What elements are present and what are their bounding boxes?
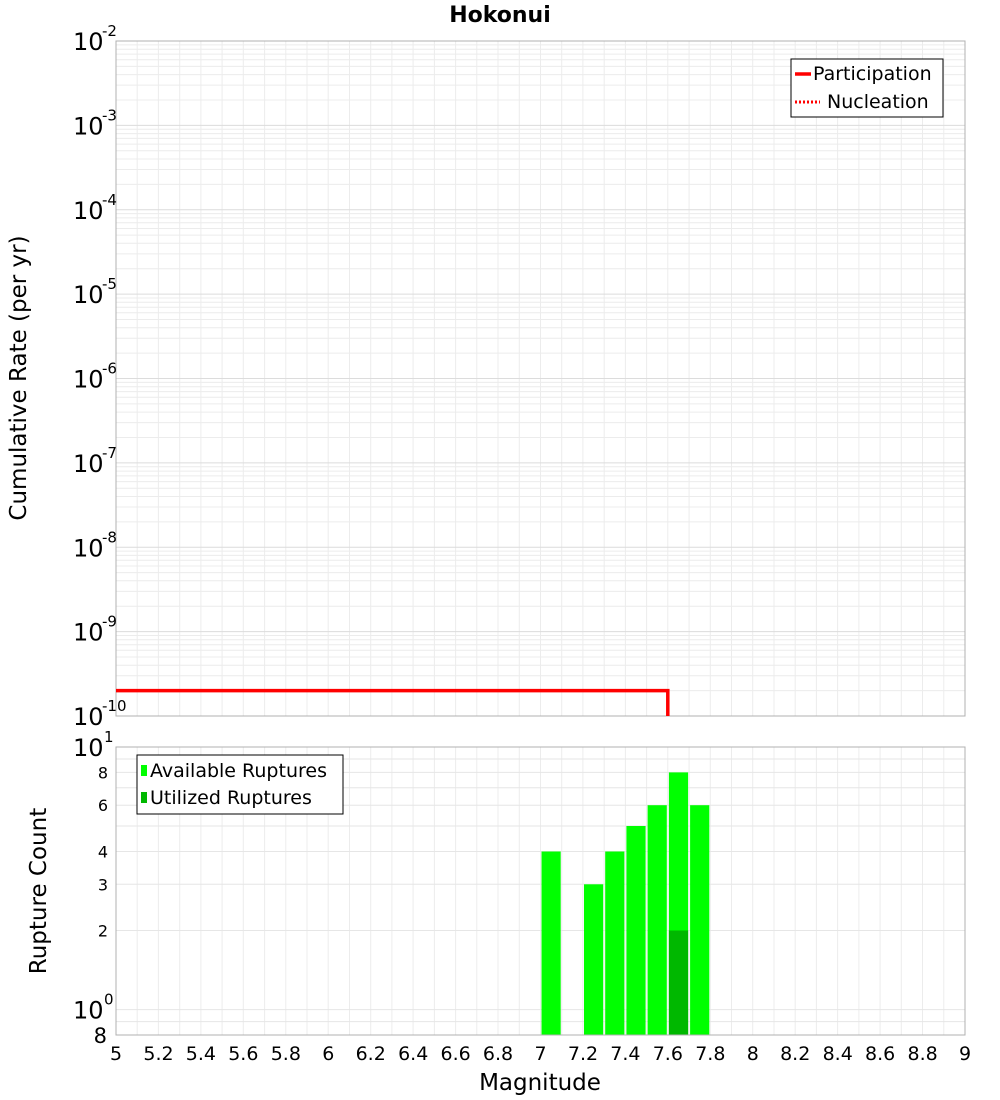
utilized-legend-swatch <box>141 792 147 803</box>
bottom-y-tick-minor: 3 <box>98 875 108 894</box>
top-y-tick-label: 10-6 <box>73 360 117 394</box>
chart-title: Hokonui <box>449 3 551 28</box>
available-bar <box>690 805 710 1035</box>
x-axis-label: Magnitude <box>479 1070 601 1096</box>
available-bar <box>647 805 667 1035</box>
top-y-tick-label: 10-4 <box>73 191 117 225</box>
x-tick-label: 5.8 <box>271 1043 301 1065</box>
x-tick-label: 8.6 <box>865 1043 895 1065</box>
available-bar <box>584 884 604 1035</box>
top-y-tick-exp: -8 <box>102 528 117 546</box>
x-tick-label: 7.6 <box>653 1043 683 1065</box>
x-tick-label: 7.2 <box>568 1043 598 1065</box>
top-legend: Participation Nucleation <box>790 58 944 118</box>
x-tick-label: 6.8 <box>483 1043 513 1065</box>
top-y-tick-exp: -9 <box>102 613 117 631</box>
utilized-legend-label: Utilized Ruptures <box>150 787 312 809</box>
bottom-plot-frame <box>115 746 966 1036</box>
x-tick-label: 6.2 <box>356 1043 386 1065</box>
available-bar <box>626 826 646 1035</box>
x-tick-label: 5.2 <box>143 1043 173 1065</box>
top-y-tick-label: 10-9 <box>73 613 117 647</box>
top-y-tick-base: 10 <box>73 281 104 309</box>
top-y-tick-base: 10 <box>73 703 104 731</box>
top-plot-frame <box>115 40 966 717</box>
top-y-tick-exp: -3 <box>102 106 117 124</box>
nucleation-legend-label: Nucleation <box>827 91 929 113</box>
bottom-y-tick-minor: 6 <box>98 796 108 815</box>
bottom-y-axis-label: Rupture Count <box>26 808 52 974</box>
top-y-tick-base: 10 <box>73 619 104 647</box>
top-y-tick-exp: -6 <box>102 360 117 378</box>
top-series <box>116 688 670 716</box>
top-y-tick-base: 10 <box>73 534 104 562</box>
available-bar <box>541 851 561 1035</box>
bottom-y-tick-minor: 2 <box>98 922 108 941</box>
series-line-participation <box>116 688 670 716</box>
x-tick-label: 7 <box>534 1043 546 1065</box>
bottom-y-tick-major: 10 1 <box>73 728 114 762</box>
x-tick-label: 6.4 <box>398 1043 428 1065</box>
top-y-tick-label: 10-8 <box>73 528 117 562</box>
available-legend-label: Available Ruptures <box>150 760 327 782</box>
top-y-tick-base: 10 <box>73 197 104 225</box>
top-y-tick-exp: -10 <box>102 697 127 715</box>
x-tick-label: 9 <box>959 1043 971 1065</box>
available-legend-swatch <box>141 765 147 776</box>
bottom-y-tick-minor: 4 <box>98 843 108 862</box>
top-legend-box <box>790 58 944 118</box>
bottom-bars <box>541 772 710 1035</box>
x-tick-label: 7.8 <box>695 1043 725 1065</box>
top-y-axis-label: Cumulative Rate (per yr) <box>6 235 32 520</box>
bottom-y-tick-base: 10 <box>73 997 104 1025</box>
top-y-tick-exp: -5 <box>102 275 117 293</box>
bottom-y-tick-exp: 1 <box>104 728 114 746</box>
x-ticks: 5 5.2 5.4 5.6 5.8 6 6.2 6.4 6.6 6.8 7 7.2 7.4 7.6 7.8 8… <box>110 1043 971 1065</box>
x-tick-label: 8.2 <box>780 1043 810 1065</box>
x-tick-label: 8 <box>747 1043 759 1065</box>
x-tick-label: 5.6 <box>228 1043 258 1065</box>
top-y-tick-base: 10 <box>73 450 104 478</box>
x-tick-label: 5 <box>110 1043 122 1065</box>
x-tick-label: 6.6 <box>440 1043 470 1065</box>
bottom-legend-box <box>136 754 344 815</box>
top-y-tick-exp: -7 <box>102 444 117 462</box>
x-tick-label: 8.8 <box>907 1043 937 1065</box>
utilized-bar <box>668 930 689 1035</box>
top-y-tick-exp: -2 <box>102 22 117 40</box>
x-tick-label: 7.4 <box>610 1043 640 1065</box>
top-y-tick-exp: -4 <box>102 191 117 209</box>
top-y-tick-label: 10-3 <box>73 106 117 140</box>
top-y-tick-label: 10-2 <box>73 22 117 56</box>
bottom-y-tick-exp: 0 <box>104 991 114 1009</box>
available-bar <box>605 851 625 1035</box>
participation-legend-label: Participation <box>813 63 932 85</box>
top-y-tick-base: 10 <box>73 112 104 140</box>
bottom-y-tick-major: 10 0 <box>73 991 114 1025</box>
top-y-tick-base: 10 <box>73 366 104 394</box>
x-tick-label: 6 <box>322 1043 334 1065</box>
top-y-tick-label: 10-7 <box>73 444 117 478</box>
bottom-y-tick-base: 10 <box>73 734 104 762</box>
bottom-y-tick-minor: 8 <box>98 763 108 782</box>
x-tick-label: 8.4 <box>823 1043 853 1065</box>
top-y-tick-label: 10-10 <box>73 697 127 731</box>
top-plot-grid <box>115 41 966 717</box>
top-y-tick-label: 10-5 <box>73 275 117 309</box>
x-tick-label: 5.4 <box>186 1043 216 1065</box>
top-y-tick-base: 10 <box>73 28 104 56</box>
bottom-y-tick-minor: 8 <box>94 1024 107 1048</box>
bottom-legend: Available Ruptures Utilized Ruptures <box>136 754 344 815</box>
top-y-ticks: 10-210-310-410-510-610-710-810-910-10 <box>73 22 127 731</box>
